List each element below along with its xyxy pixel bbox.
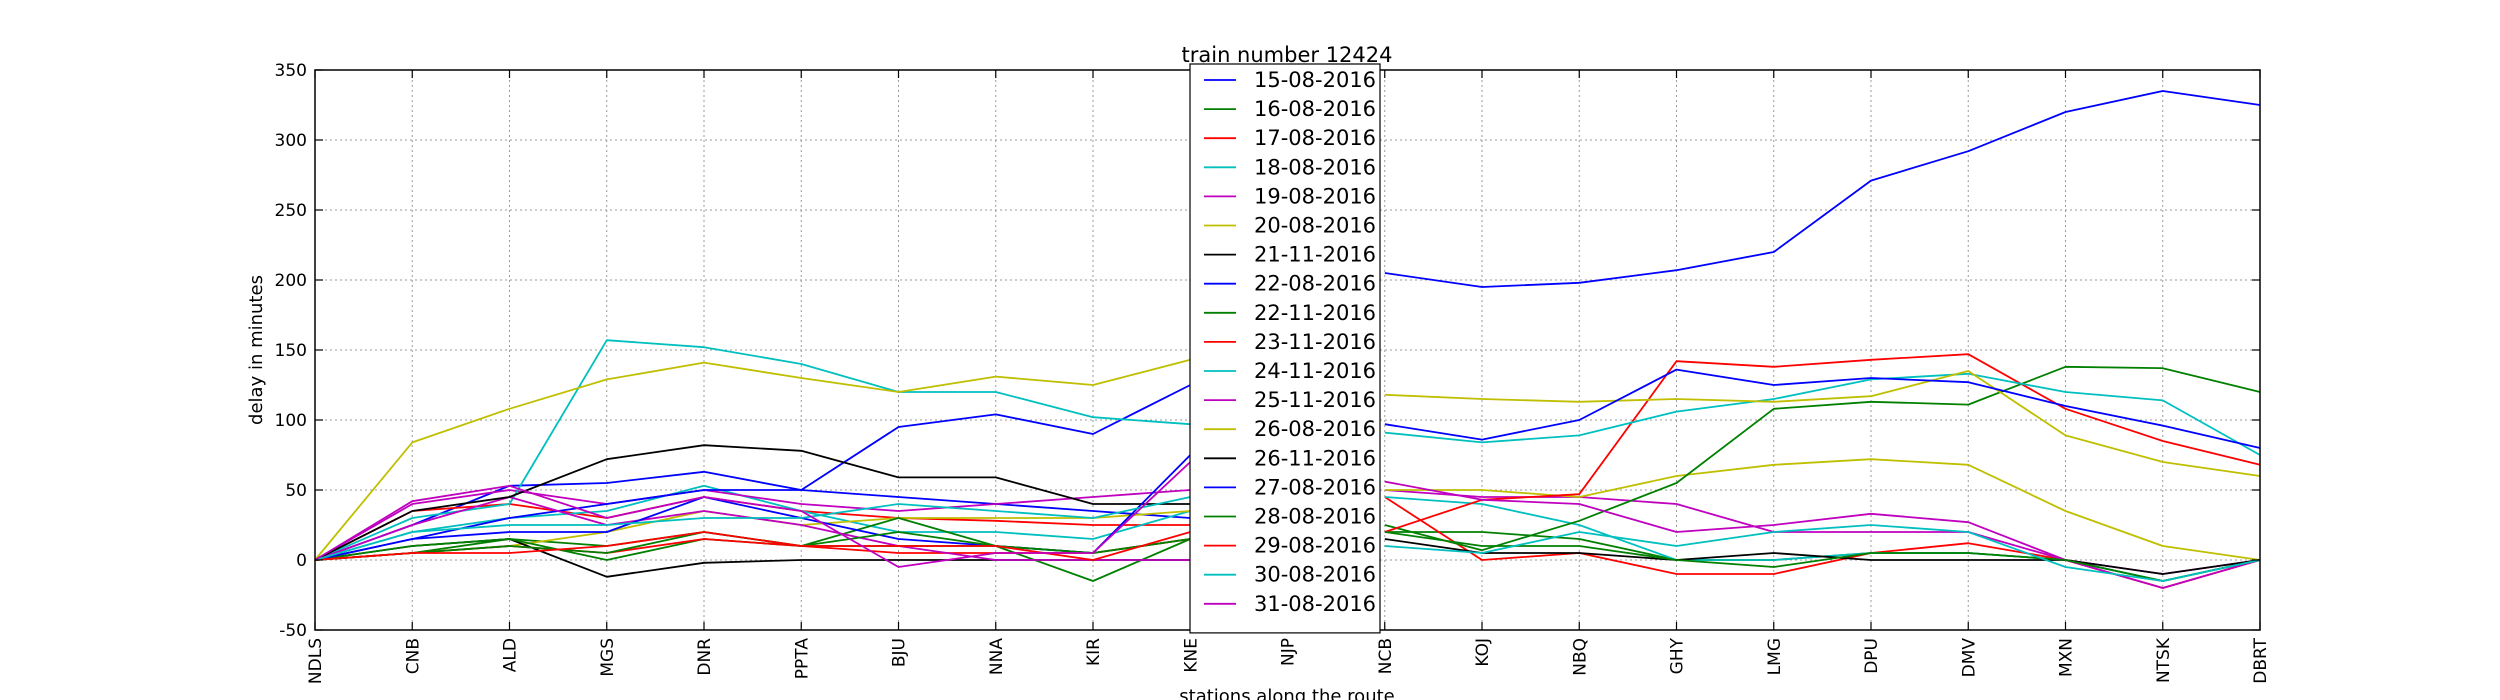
x-tick-label: MXN <box>2057 638 2077 677</box>
legend-entry: 26-08-2016 <box>1254 417 1376 441</box>
series-line <box>314 358 2261 561</box>
legend-entry: 22-11-2016 <box>1254 301 1376 325</box>
x-tick-label: KOJ <box>1473 638 1493 667</box>
x-tick-label: ALD <box>501 638 521 672</box>
series-line <box>314 496 2261 582</box>
legend-entry: 24-11-2016 <box>1254 359 1376 383</box>
x-tick-label: KIR <box>1084 638 1104 666</box>
x-tick-label: CNB <box>403 638 423 674</box>
y-axis-label: delay in minutes <box>246 275 267 425</box>
legend-entry: 30-08-2016 <box>1254 563 1376 587</box>
legend-entry: 15-08-2016 <box>1254 68 1376 92</box>
y-tick-label: 200 <box>275 271 307 291</box>
legend-entry: 16-08-2016 <box>1254 97 1376 121</box>
legend-entry: 19-08-2016 <box>1254 184 1376 208</box>
y-tick-label: 350 <box>275 61 307 81</box>
x-tick-label: KNE <box>1181 638 1201 673</box>
legend-entry: 17-08-2016 <box>1254 126 1376 150</box>
y-tick-label: 150 <box>275 341 307 361</box>
legend-box <box>1189 63 1381 634</box>
legend-entry: 23-11-2016 <box>1254 330 1376 354</box>
y-tick-label: 50 <box>285 481 307 501</box>
series-layer <box>314 90 2261 589</box>
x-axis-label: stations along the route <box>1179 686 1394 700</box>
legend-entry: 29-08-2016 <box>1254 534 1376 558</box>
series-line <box>314 461 1191 568</box>
legend-entry: 28-08-2016 <box>1254 505 1376 529</box>
legend-entry: 21-11-2016 <box>1254 243 1376 267</box>
x-tick-label: NCB <box>1376 638 1396 674</box>
x-tick-label: NNA <box>987 638 1007 675</box>
legend-entry: 31-08-2016 <box>1254 592 1376 616</box>
x-tick-label: DPU <box>1862 638 1882 674</box>
x-tick-label: GHY <box>1668 637 1688 674</box>
y-tick-label: -50 <box>279 621 307 641</box>
y-tick-label: 300 <box>275 131 307 151</box>
legend-entry: 20-08-2016 <box>1254 214 1376 238</box>
x-tick-label: DNR <box>695 638 715 676</box>
legend-entry: 26-11-2016 <box>1254 446 1376 470</box>
x-tick-label: NTSK <box>2154 637 2174 683</box>
x-tick-label: NJP <box>1279 638 1299 666</box>
legend-entry: 25-11-2016 <box>1254 388 1376 412</box>
y-tick-label: 250 <box>275 201 307 221</box>
y-tick-label: 100 <box>275 411 307 431</box>
legend-entry: 22-08-2016 <box>1254 272 1376 296</box>
x-axis-ticks: NDLS CNB ALD MGS DNR PPTA BJU NNA KIR KNE NJP NCB KO… <box>306 70 2271 684</box>
chart-title: train number 12424 <box>1182 43 1393 67</box>
y-tick-label: 0 <box>296 551 307 571</box>
legend-entry: 27-08-2016 <box>1254 475 1376 499</box>
x-tick-label: DMV <box>1959 638 1979 678</box>
x-tick-label: NBQ <box>1570 638 1590 676</box>
series-line <box>314 470 1191 561</box>
legend: 15-08-2016 16-08-2016 17-08-2016 18-08-2016… <box>1189 63 1381 634</box>
x-tick-label: LMG <box>1765 638 1785 675</box>
x-tick-label: PPTA <box>792 638 812 680</box>
x-tick-label: MGS <box>598 638 618 677</box>
x-tick-label: NDLS <box>306 638 326 684</box>
x-tick-label: BJU <box>890 638 910 667</box>
x-tick-label: DBRT <box>2251 637 2271 683</box>
legend-entry: 18-08-2016 <box>1254 155 1376 179</box>
series-line <box>314 444 2261 575</box>
y-axis-ticks: -50 0 50 100 150 200 250 300 350 <box>275 61 2260 641</box>
